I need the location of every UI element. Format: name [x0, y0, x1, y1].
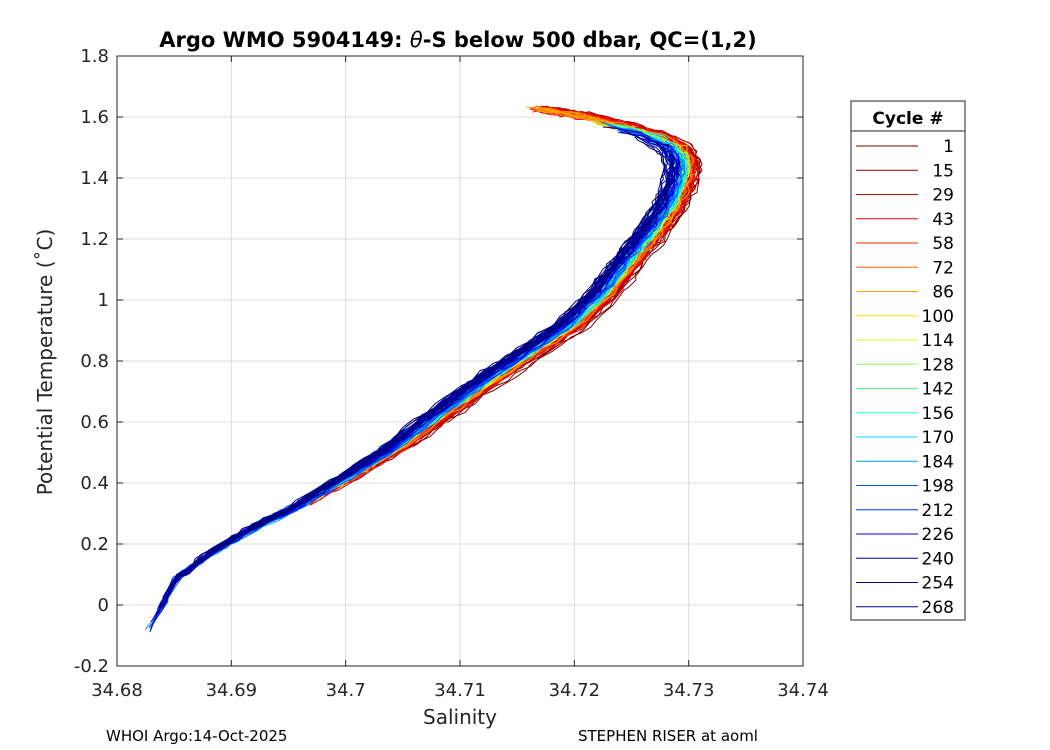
legend-label: 254	[922, 574, 954, 594]
x-tick-label: 34.72	[549, 680, 601, 701]
legend-label: 226	[922, 525, 954, 545]
x-tick-label: 34.74	[777, 680, 829, 701]
x-tick-label: 34.68	[91, 680, 143, 701]
y-tick-label: 1	[98, 290, 109, 311]
y-tick-label: -0.2	[74, 656, 109, 677]
legend: Cycle # 11529435872861001141281421561701…	[850, 100, 966, 621]
x-tick-label: 34.73	[663, 680, 715, 701]
y-axis-label: Potential Temperature (˚C)	[33, 229, 57, 496]
cycle-trace	[168, 173, 670, 590]
legend-label: 15	[932, 161, 954, 181]
y-tick-label: 0.6	[80, 412, 109, 433]
legend-title: Cycle #	[872, 109, 943, 129]
y-tick-label: 0.4	[80, 473, 109, 494]
x-axis-label: Salinity	[423, 705, 497, 729]
footer-left: WHOI Argo:14-Oct-2025	[106, 727, 287, 745]
cycle-trace	[405, 105, 695, 447]
y-tick-label: 1.4	[80, 168, 109, 189]
legend-label: 170	[922, 428, 954, 448]
cycle-traces	[144, 105, 703, 633]
legend-entries: 1 15 29 43 58 72 86 100 114 128 142 156 170 184 198 212…	[856, 137, 954, 618]
legend-label: 58	[932, 234, 954, 254]
y-tick-label: 1.2	[80, 229, 109, 250]
legend-label: 72	[932, 258, 954, 278]
cycle-trace	[161, 154, 673, 611]
legend-label: 100	[922, 307, 954, 327]
legend-label: 43	[932, 210, 954, 230]
y-tick-label: 0	[98, 595, 109, 616]
x-tick-label: 34.7	[326, 680, 366, 701]
x-tick-label: 34.69	[206, 680, 258, 701]
legend-label: 240	[922, 549, 954, 569]
legend-label: 268	[922, 598, 954, 618]
y-tick-label: 1.6	[80, 107, 109, 128]
cycle-trace	[178, 173, 668, 577]
legend-label: 86	[932, 283, 954, 303]
cycle-trace	[182, 160, 676, 577]
legend-label: 212	[922, 501, 954, 521]
y-tick-label: 0.2	[80, 534, 109, 555]
legend-label: 142	[922, 380, 954, 400]
legend-label: 29	[932, 186, 954, 206]
cycle-trace	[177, 130, 685, 580]
legend-label: 128	[922, 355, 954, 375]
legend-label: 156	[922, 404, 954, 424]
legend-label: 184	[922, 452, 954, 472]
legend-label: 198	[922, 477, 954, 497]
y-axis-ticks: -0.2 0 0.2 0.4 0.6 0.8 1 1.2 1.4 1.6 1.8	[74, 46, 803, 677]
cycle-trace	[308, 108, 696, 506]
y-tick-label: 0.8	[80, 351, 109, 372]
footer-right: STEPHEN RISER at aoml	[578, 727, 758, 745]
x-axis-ticks: 34.68 34.69 34.7 34.71 34.72 34.73 34.74	[91, 56, 829, 701]
y-tick-label: 1.8	[80, 46, 109, 67]
legend-label: 114	[922, 331, 954, 351]
chart-title: Argo WMO 5904149: θ-S below 500 dbar, QC…	[159, 28, 756, 52]
x-tick-label: 34.71	[434, 680, 486, 701]
legend-label: 1	[943, 137, 954, 157]
